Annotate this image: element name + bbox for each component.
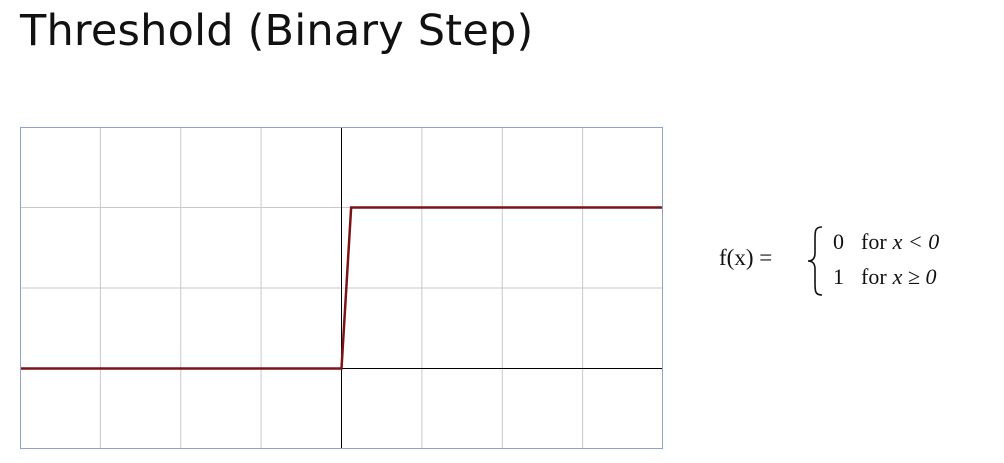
formula-case-0: 0 for x < 0 <box>833 229 939 255</box>
case-word: for <box>861 264 887 289</box>
left-brace-icon <box>807 226 823 296</box>
formula-case-1: 1 for x ≥ 0 <box>833 264 937 290</box>
plot-frame <box>20 127 663 449</box>
formula-lhs: f(x) = <box>719 245 772 271</box>
case-value: 1 <box>833 264 844 289</box>
formula-lhs-text: f(x) = <box>719 245 773 270</box>
case-value: 0 <box>833 229 844 254</box>
slide-title: Threshold (Binary Step) <box>20 6 534 56</box>
case-condition: x ≥ 0 <box>892 264 937 289</box>
case-word: for <box>861 229 887 254</box>
case-condition: x < 0 <box>892 229 940 254</box>
step-function-line <box>20 206 663 370</box>
step-function-chart <box>20 127 663 449</box>
piecewise-formula: f(x) = 0 for x < 0 1 for x ≥ 0 <box>719 225 994 305</box>
